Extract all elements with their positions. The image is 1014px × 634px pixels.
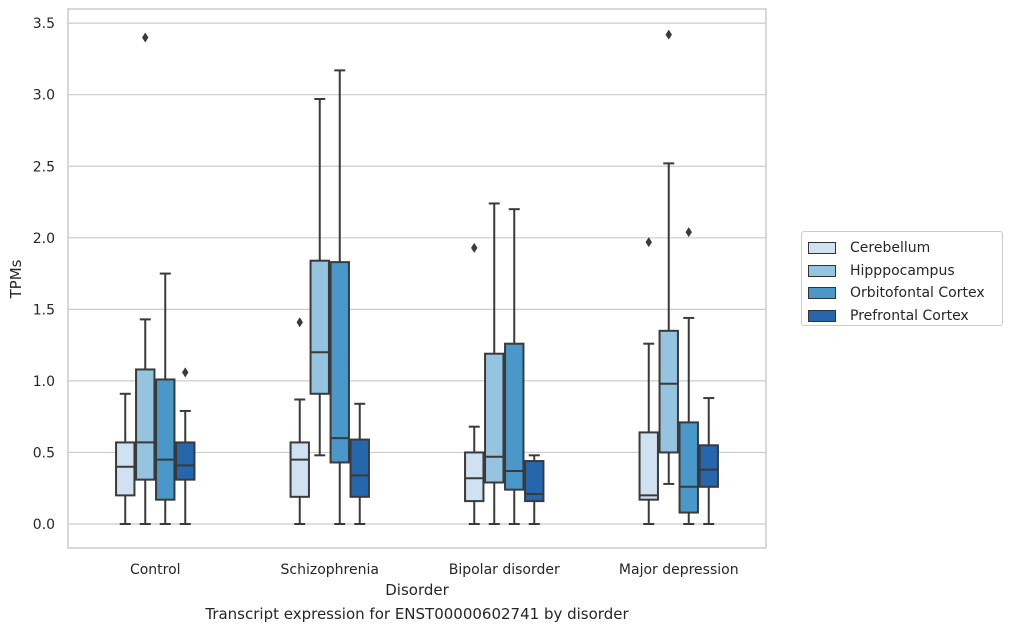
legend-label: Orbitofontal Cortex: [850, 285, 985, 302]
x-tick-label: Control: [130, 562, 181, 578]
box-iqr: [484, 352, 505, 484]
legend: Cerebellum Hipppocampus Orbitofontal Corte…: [801, 231, 1003, 326]
outlier-point: [182, 367, 189, 378]
legend-label: Hipppocampus: [850, 262, 955, 279]
box-iqr: [698, 444, 719, 488]
outlier-point: [142, 32, 149, 43]
y-tick-label: 1.5: [33, 302, 55, 318]
y-tick-label: 2.5: [33, 159, 55, 175]
box: [115, 392, 136, 525]
box-iqr: [329, 261, 350, 464]
legend-swatch: [808, 287, 836, 300]
box-iqr: [309, 259, 330, 395]
box: [678, 227, 699, 525]
box-iqr: [289, 441, 310, 498]
legend-swatch: [808, 309, 836, 322]
box-plot-boxes: [115, 29, 719, 525]
box-iqr: [638, 431, 659, 501]
box-iqr: [464, 451, 485, 503]
box-iqr: [658, 329, 679, 454]
x-axis-label: Disorder: [385, 581, 449, 599]
legend-item: Orbitofontal Cortex: [808, 282, 1002, 305]
y-tick-label: 2.0: [33, 231, 55, 247]
y-tick-label: 3.5: [33, 16, 55, 32]
box: [289, 317, 310, 525]
chart-caption: Transcript expression for ENST0000060274…: [205, 605, 629, 623]
legend-swatch: [808, 242, 836, 255]
x-tick-label: Major depression: [619, 562, 739, 578]
box-iqr: [155, 378, 176, 501]
box-iqr: [349, 438, 370, 498]
y-tick-label: 3.0: [33, 88, 55, 104]
box: [484, 202, 505, 525]
legend-item: Prefrontal Cortex: [808, 305, 1002, 328]
box-iqr: [115, 441, 136, 497]
box: [504, 208, 525, 525]
box: [638, 237, 659, 525]
outlier-point: [665, 29, 672, 40]
y-axis-ticks: 0.0 0.5 1.0 1.5 2.0 2.5 3.0 3.5: [33, 16, 55, 533]
outlier-point: [296, 317, 303, 328]
box-iqr: [678, 421, 699, 514]
box: [698, 397, 719, 525]
box: [464, 242, 485, 525]
legend-item: Cerebellum: [808, 237, 1002, 260]
outlier-point: [471, 242, 478, 253]
x-tick-label: Schizophrenia: [281, 562, 379, 578]
x-axis-ticks: Control Schizophrenia Bipolar disorder Majo…: [130, 562, 739, 578]
box: [175, 367, 196, 525]
legend-label: Prefrontal Cortex: [850, 307, 969, 324]
y-tick-label: 0.0: [33, 517, 55, 533]
legend-swatch: [808, 264, 836, 277]
box-iqr: [504, 342, 525, 491]
box-iqr: [524, 460, 545, 503]
box: [155, 272, 176, 525]
box-iqr: [175, 441, 196, 481]
box: [329, 69, 350, 525]
box: [524, 454, 545, 525]
box: [135, 32, 156, 525]
box: [349, 402, 370, 525]
outlier-point: [645, 237, 652, 248]
box-iqr: [135, 368, 156, 481]
y-tick-label: 0.5: [33, 445, 55, 461]
box: [658, 29, 679, 485]
plot-frame: [67, 8, 767, 549]
box: [309, 97, 330, 457]
legend-item: Hipppocampus: [808, 260, 1002, 283]
x-tick-label: Bipolar disorder: [449, 562, 560, 578]
outlier-point: [685, 227, 692, 238]
y-axis-label: TPMs: [7, 259, 25, 299]
legend-label: Cerebellum: [850, 240, 931, 257]
y-tick-label: 1.0: [33, 374, 55, 390]
